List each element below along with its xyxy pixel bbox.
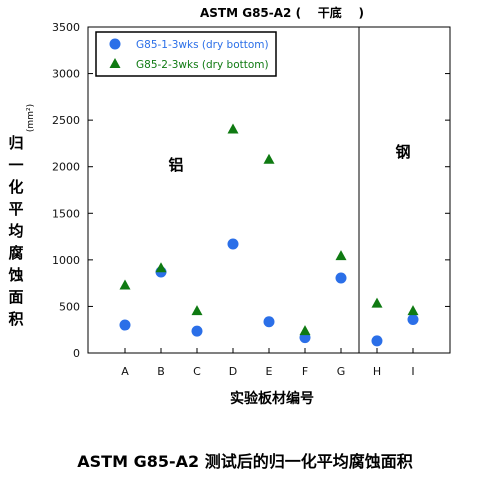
y-axis-title-char: 腐: [8, 244, 23, 262]
y-axis-title-char: 均: [8, 222, 23, 240]
legend-label: G85-1-3wks (dry bottom): [136, 39, 269, 51]
data-point-circle: [335, 272, 347, 284]
y-tick-label: 500: [59, 300, 80, 313]
y-tick-label: 2500: [52, 114, 80, 127]
data-point-triangle: [335, 250, 347, 261]
x-tick-label: C: [193, 365, 201, 378]
x-axis-title: 实验板材编号: [230, 390, 314, 407]
x-tick-label: D: [229, 365, 237, 378]
data-point-circle: [119, 319, 131, 331]
y-tick-label: 3000: [52, 68, 80, 81]
data-point-triangle: [191, 305, 203, 316]
x-tick-label: H: [373, 365, 381, 378]
data-point-circle: [407, 313, 419, 325]
y-tick-label: 3500: [52, 21, 80, 34]
x-tick-label: I: [411, 365, 414, 378]
data-point-triangle: [407, 305, 419, 316]
x-tick-label: E: [266, 365, 273, 378]
y-axis-title-char: 积: [8, 310, 23, 328]
x-tick-label: G: [337, 365, 346, 378]
x-tick-label: F: [302, 365, 308, 378]
legend-marker-triangle: [109, 58, 121, 68]
data-marks: [119, 123, 419, 347]
x-tick-label: B: [157, 365, 165, 378]
legend-box: [95, 31, 277, 77]
y-axis-title-char: 归: [8, 134, 23, 152]
y-tick-label: 1000: [52, 254, 80, 267]
x-tick-label: A: [121, 365, 129, 378]
x-axis: A B C D E F G H I: [121, 348, 415, 378]
data-point-circle: [191, 325, 203, 337]
y-axis-title: 归一化平均腐蚀面积: [7, 134, 23, 328]
data-point-triangle: [155, 262, 167, 273]
legend-label: G85-2-3wks (dry bottom): [136, 59, 269, 71]
data-point-circle: [371, 335, 383, 347]
data-point-triangle: [371, 297, 383, 308]
y-axis-title-char: 蚀: [7, 266, 23, 284]
y-tick-label: 0: [73, 347, 80, 360]
data-point-triangle: [119, 279, 131, 290]
y-axis-title-char: 一: [8, 156, 23, 174]
region-label: 铝: [168, 156, 183, 174]
legend: G85-1-3wks (dry bottom) G85-2-3wks (dry b…: [95, 31, 277, 77]
chart-title: ASTM G85-A2 ( 干底 ): [200, 5, 364, 20]
legend-marker-circle: [109, 38, 121, 50]
y-tick-label: 2000: [52, 161, 80, 174]
data-point-triangle: [299, 325, 311, 336]
y-tick-label: 1500: [52, 207, 80, 220]
figure-caption: ASTM G85-A2 测试后的归一化平均腐蚀面积: [77, 452, 412, 471]
region-label: 钢: [395, 143, 410, 161]
region-labels: 铝钢: [168, 143, 410, 174]
y-axis-title-char: 面: [8, 288, 23, 306]
data-point-circle: [227, 238, 239, 250]
y-axis: 0 500 1000 1500 2000 2500 3000 3500: [52, 21, 450, 360]
y-axis-title-char: 化: [8, 178, 23, 196]
data-point-triangle: [263, 153, 275, 164]
y-axis-title-char: 平: [8, 200, 23, 218]
y-axis-unit: (mm²): [26, 104, 36, 132]
data-point-triangle: [227, 123, 239, 134]
data-point-circle: [263, 316, 275, 328]
